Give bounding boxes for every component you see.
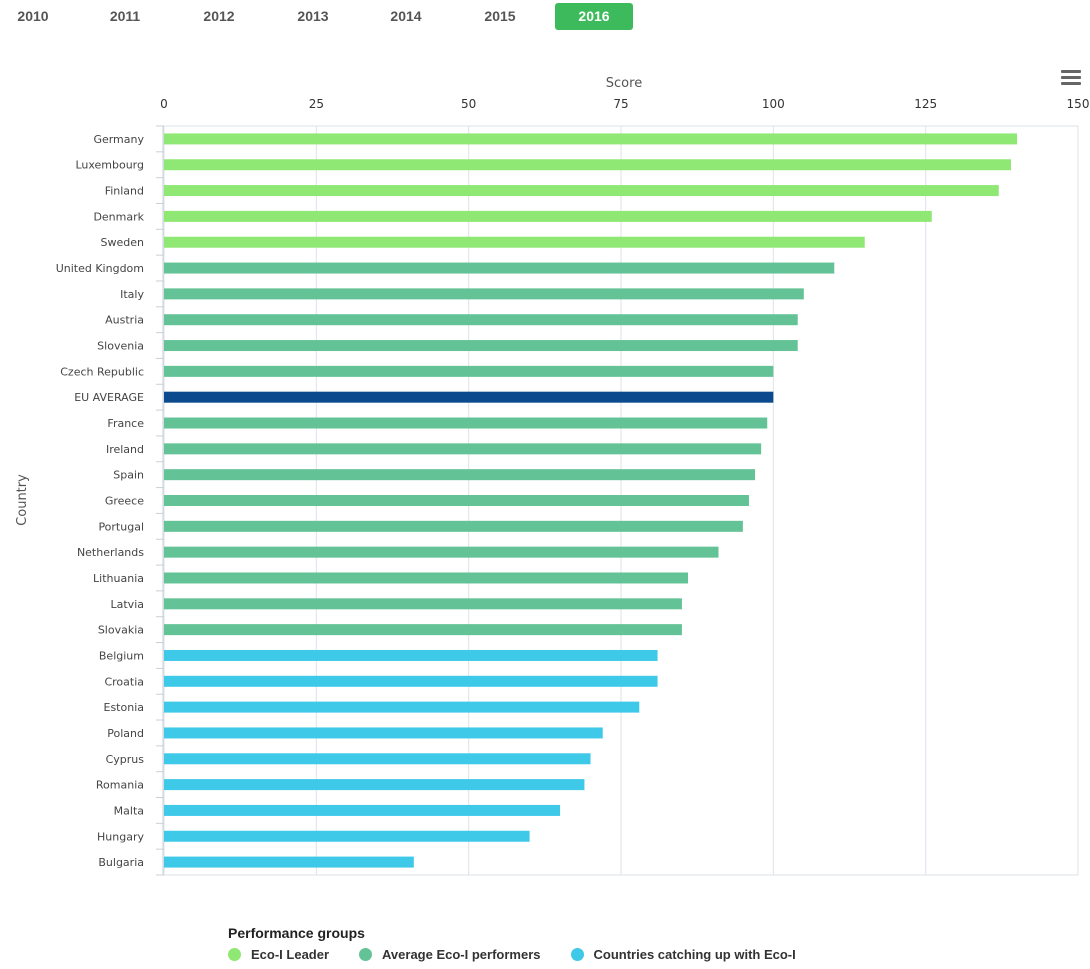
menu-line <box>1061 82 1081 85</box>
bar-latvia[interactable] <box>164 598 682 610</box>
x-tick-label: 25 <box>309 97 324 111</box>
x-tick-label: 100 <box>762 97 785 111</box>
bar-cyprus[interactable] <box>164 753 591 765</box>
year-tab-2011[interactable]: 2011 <box>109 8 141 24</box>
legend-label: Eco-I Leader <box>251 947 330 962</box>
category-label: Ireland <box>106 443 144 456</box>
menu-line <box>1061 76 1081 79</box>
bar-luxembourg[interactable] <box>164 159 1011 171</box>
legend-item[interactable]: Average Eco-I performers <box>359 947 541 962</box>
bar-slovenia[interactable] <box>164 340 798 352</box>
category-label: Latvia <box>111 598 145 611</box>
year-tab-2010[interactable]: 2010 <box>17 8 49 24</box>
bar-eu-average[interactable] <box>164 391 774 403</box>
bar-hungary[interactable] <box>164 830 530 842</box>
legend-dot <box>570 948 584 961</box>
category-label: Denmark <box>93 210 144 223</box>
x-tick-label: 0 <box>160 97 168 111</box>
bar-romania[interactable] <box>164 779 585 791</box>
legend: Performance groups Eco-I Leader Average E… <box>228 925 826 962</box>
category-label: Bulgaria <box>98 856 144 869</box>
year-tab-2014[interactable]: 2014 <box>390 8 422 24</box>
category-label: Slovenia <box>97 340 144 353</box>
bar-belgium[interactable] <box>164 649 658 661</box>
bar-estonia[interactable] <box>164 701 640 713</box>
category-label: Malta <box>114 804 144 817</box>
legend-dot <box>359 948 373 961</box>
bar-ireland[interactable] <box>164 443 762 455</box>
legend-dot <box>228 948 241 961</box>
bar-croatia[interactable] <box>164 675 658 687</box>
x-tick-label: 75 <box>613 97 628 111</box>
category-label: Luxembourg <box>75 159 144 172</box>
menu-line <box>1061 70 1081 73</box>
bar-slovakia[interactable] <box>164 624 682 636</box>
category-label: Slovakia <box>98 624 144 637</box>
chart-menu-icon[interactable] <box>1060 70 1082 88</box>
category-label: Croatia <box>104 675 144 688</box>
category-label: Greece <box>105 495 144 508</box>
legend-label: Average Eco-I performers <box>382 947 541 962</box>
category-label: Portugal <box>98 520 144 533</box>
year-tab-2012[interactable]: 2012 <box>203 8 235 24</box>
legend-item[interactable]: Eco-I Leader <box>228 947 329 962</box>
bar-germany[interactable] <box>164 133 1018 145</box>
category-label: Austria <box>105 314 144 327</box>
category-label: Italy <box>120 288 144 301</box>
category-label: United Kingdom <box>56 262 144 275</box>
category-label: Czech Republic <box>60 365 144 378</box>
bar-denmark[interactable] <box>164 210 932 222</box>
category-label: EU AVERAGE <box>74 391 144 404</box>
x-axis-title: Score <box>606 76 642 91</box>
category-label: Finland <box>105 185 144 198</box>
category-label: Romania <box>96 779 144 792</box>
bar-italy[interactable] <box>164 288 804 300</box>
bar-netherlands[interactable] <box>164 546 719 558</box>
bar-poland[interactable] <box>164 727 603 739</box>
x-tick-label: 150 <box>1067 97 1090 111</box>
category-label: Spain <box>113 469 144 482</box>
legend-item[interactable]: Countries catching up with Eco-I <box>570 947 796 962</box>
bar-sweden[interactable] <box>164 236 865 248</box>
bar-chart: Score Country 0 25 50 75 100 125 150 Germany Lux… <box>15 76 1090 876</box>
bar-portugal[interactable] <box>164 520 743 532</box>
bar-czech-republic[interactable] <box>164 365 774 377</box>
bar-greece[interactable] <box>164 495 749 506</box>
year-tab-2016[interactable]: 2016 <box>555 3 633 30</box>
category-label: Cyprus <box>106 753 145 766</box>
category-label: Belgium <box>99 649 144 662</box>
year-tab-2015[interactable]: 2015 <box>484 8 516 24</box>
bar-lithuania[interactable] <box>164 572 689 584</box>
bar-austria[interactable] <box>164 314 798 326</box>
category-label: Netherlands <box>77 546 144 559</box>
bars <box>164 133 1018 868</box>
bar-finland[interactable] <box>164 185 999 197</box>
category-label: Germany <box>93 133 144 146</box>
labels: 0 25 50 75 100 125 150 Germany Luxembourg Finland… <box>56 97 1090 869</box>
category-label: Lithuania <box>93 572 144 585</box>
x-tick-label: 50 <box>461 97 476 111</box>
bar-bulgaria[interactable] <box>164 856 414 868</box>
y-axis-title: Country <box>15 474 30 526</box>
legend-title: Performance groups <box>228 925 365 941</box>
year-tab-2013[interactable]: 2013 <box>297 8 329 24</box>
bar-malta[interactable] <box>164 804 561 816</box>
bar-united-kingdom[interactable] <box>164 262 835 274</box>
bar-spain[interactable] <box>164 469 756 481</box>
category-label: France <box>107 417 144 430</box>
legend-items: Eco-I Leader Average Eco-I performers Coun… <box>228 947 826 962</box>
category-label: Hungary <box>97 830 144 843</box>
category-label: Poland <box>107 727 144 740</box>
category-label: Sweden <box>101 236 144 249</box>
category-label: Estonia <box>104 701 145 714</box>
bar-france[interactable] <box>164 417 768 429</box>
x-tick-label: 125 <box>914 97 937 111</box>
legend-label: Countries catching up with Eco-I <box>593 947 796 962</box>
